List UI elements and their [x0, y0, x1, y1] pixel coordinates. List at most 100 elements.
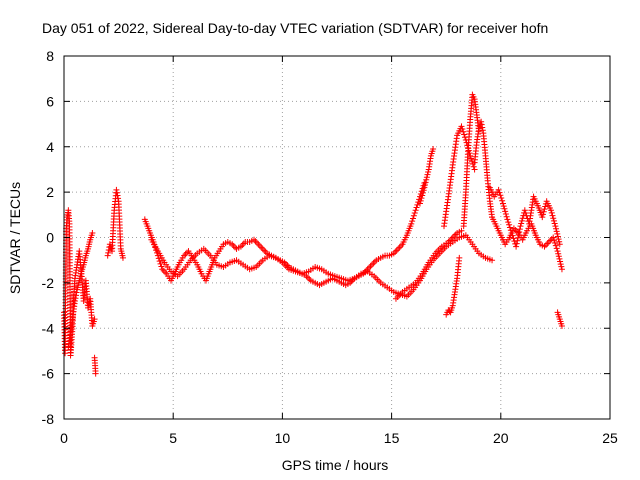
data-point: [501, 205, 508, 212]
data-point: [499, 197, 506, 204]
data-point: [478, 118, 485, 125]
axis-ticks: [63, 55, 611, 420]
x-tick-label: 0: [60, 430, 68, 446]
data-point: [422, 179, 429, 186]
data-point: [259, 245, 266, 252]
data-point: [182, 251, 189, 258]
data-point: [550, 217, 557, 224]
data-point: [460, 128, 467, 135]
data-point: [504, 216, 511, 223]
data-point: [416, 200, 423, 207]
data-point: [71, 298, 78, 305]
data-point: [549, 212, 556, 219]
data-point: [556, 238, 563, 245]
data-point: [411, 209, 418, 216]
data-point: [554, 233, 561, 240]
data-point: [461, 131, 468, 138]
x-tick-label: 10: [275, 430, 291, 446]
data-point: [458, 123, 465, 130]
y-tick-label: 0: [46, 230, 54, 246]
data-point: [503, 213, 510, 220]
data-point: [558, 322, 565, 329]
data-point: [456, 254, 463, 261]
data-point: [430, 146, 437, 153]
series-seg-h: [416, 146, 437, 207]
data-point: [489, 257, 496, 264]
data-point: [73, 292, 80, 299]
series-seg-n: [489, 214, 565, 273]
data-point: [553, 228, 560, 235]
data-point: [514, 237, 521, 244]
data-point: [421, 181, 428, 188]
data-point: [104, 252, 111, 259]
data-point: [156, 258, 163, 265]
x-tick-label: 25: [602, 430, 618, 446]
data-point: [304, 274, 311, 281]
data-point: [513, 240, 520, 247]
data-point: [502, 208, 509, 215]
data-point: [479, 124, 486, 131]
y-tick-label: -8: [42, 411, 55, 427]
series-seg-e: [141, 180, 428, 289]
series-seg-f: [148, 232, 496, 300]
y-tick-label: 6: [46, 93, 54, 109]
data-point: [371, 258, 378, 265]
x-tick-label: 5: [169, 430, 177, 446]
data-point: [551, 220, 558, 227]
data-point: [115, 195, 122, 202]
data-point: [506, 221, 513, 228]
data-point: [366, 264, 373, 271]
series-seg-a: [61, 207, 98, 359]
data-point: [370, 260, 377, 267]
data-point: [419, 189, 426, 196]
data-point: [556, 241, 563, 248]
data-point: [518, 220, 525, 227]
x-tick-label: 15: [384, 430, 400, 446]
data-point: [114, 192, 121, 199]
data-point: [502, 211, 509, 218]
data-point: [92, 370, 99, 377]
series-seg-l: [471, 118, 496, 221]
data-point: [105, 246, 112, 253]
data-point: [261, 247, 268, 254]
data-point: [184, 249, 191, 256]
data-point: [252, 238, 259, 245]
data-point: [157, 260, 164, 267]
data-point: [113, 186, 120, 193]
data-point: [468, 155, 475, 162]
data-point: [451, 232, 458, 239]
data-point: [548, 209, 555, 216]
y-tick-labels: -8 -6 -4 -2 0 2 4 6 8: [42, 48, 55, 427]
data-point: [417, 197, 424, 204]
data-point: [470, 163, 477, 170]
data-point: [498, 195, 505, 202]
data-point: [459, 126, 466, 133]
data-point: [551, 237, 558, 244]
data-point: [506, 224, 513, 231]
data-point: [410, 215, 417, 222]
series-seg-i: [441, 123, 478, 230]
data-point: [392, 248, 399, 255]
data-point: [158, 263, 165, 270]
data-point: [410, 212, 417, 219]
data-point: [505, 219, 512, 226]
data-point: [409, 218, 416, 225]
data-point: [517, 223, 524, 230]
data-point: [423, 176, 430, 183]
series-seg-o: [554, 309, 565, 329]
data-point: [418, 195, 425, 202]
data-point: [541, 206, 548, 213]
data-point: [555, 236, 562, 243]
data-point: [258, 244, 265, 251]
data-point: [414, 201, 421, 208]
data-point: [558, 266, 565, 273]
data-point: [367, 263, 374, 270]
x-tick-labels: 0 5 10 15 20 25: [60, 430, 618, 446]
data-point: [395, 245, 402, 252]
y-tick-label: 2: [46, 184, 54, 200]
data-point: [159, 266, 166, 273]
y-tick-label: -6: [42, 366, 55, 382]
y-tick-label: -2: [42, 275, 55, 291]
data-point: [496, 189, 503, 196]
